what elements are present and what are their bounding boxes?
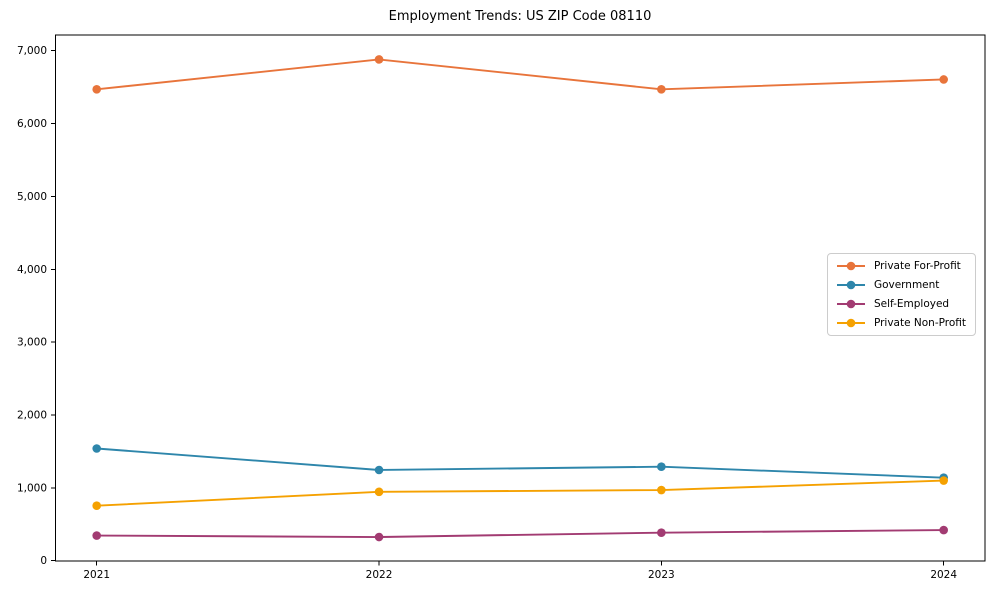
legend-item-private-non-profit: Private Non-Profit (836, 317, 966, 329)
series-line-self-employed (95, 529, 945, 538)
y-tick-label: 4,000 (17, 264, 47, 276)
data-point-self-employed-2023 (657, 528, 666, 537)
chart-title: Employment Trends: US ZIP Code 08110 (388, 9, 652, 24)
data-point-government-2022 (374, 465, 384, 475)
data-point-private-for-profit-2023 (657, 85, 666, 94)
legend-label-private-for-profit: Private For-Profit (873, 260, 961, 272)
series-line-private-non-profit (95, 479, 945, 507)
data-point-government-2023 (657, 462, 666, 472)
data-point-private-non-profit-2024 (939, 476, 948, 485)
y-tick-label: 7,000 (17, 45, 47, 57)
series-line-private-for-profit (95, 58, 945, 91)
x-tick-label: 2023 (648, 569, 675, 581)
y-tick-label: 0 (40, 555, 47, 567)
data-point-self-employed-2024 (939, 525, 948, 535)
legend-label-private-non-profit: Private Non-Profit (873, 317, 966, 329)
data-point-government-2021 (92, 444, 101, 453)
data-point-self-employed-2021 (92, 531, 101, 540)
data-point-private-for-profit-2024 (939, 75, 948, 84)
legend-item-self-employed: Self-Employed (836, 298, 966, 310)
legend-item-private-for-profit: Private For-Profit (836, 260, 966, 272)
x-tick-label: 2024 (930, 569, 957, 581)
legend-marker-private-non-profit (836, 318, 865, 328)
x-tick-label: 2022 (366, 569, 393, 581)
y-tick-label: 6,000 (17, 118, 47, 130)
y-tick-label: 5,000 (17, 191, 47, 203)
data-point-private-non-profit-2022 (374, 487, 384, 497)
data-point-private-for-profit-2021 (92, 85, 101, 94)
y-tick-label: 1,000 (17, 482, 47, 494)
data-point-private-non-profit-2021 (92, 501, 101, 510)
series-line-government (95, 447, 945, 479)
legend-item-government: Government (836, 279, 966, 291)
legend-label-government: Government (873, 279, 940, 291)
legend-marker-government (836, 280, 865, 290)
x-tick-label: 2021 (83, 569, 110, 581)
legend-label-self-employed: Self-Employed (873, 298, 950, 310)
legend: Private For-Profit Government Self-Employe… (826, 253, 976, 336)
legend-marker-self-employed (836, 299, 865, 309)
data-point-private-non-profit-2023 (657, 485, 666, 495)
y-tick-label: 3,000 (17, 337, 47, 349)
data-point-self-employed-2022 (374, 532, 384, 542)
legend-marker-private-for-profit (836, 261, 865, 271)
data-point-private-for-profit-2022 (374, 55, 384, 64)
y-tick-label: 2,000 (17, 409, 47, 421)
